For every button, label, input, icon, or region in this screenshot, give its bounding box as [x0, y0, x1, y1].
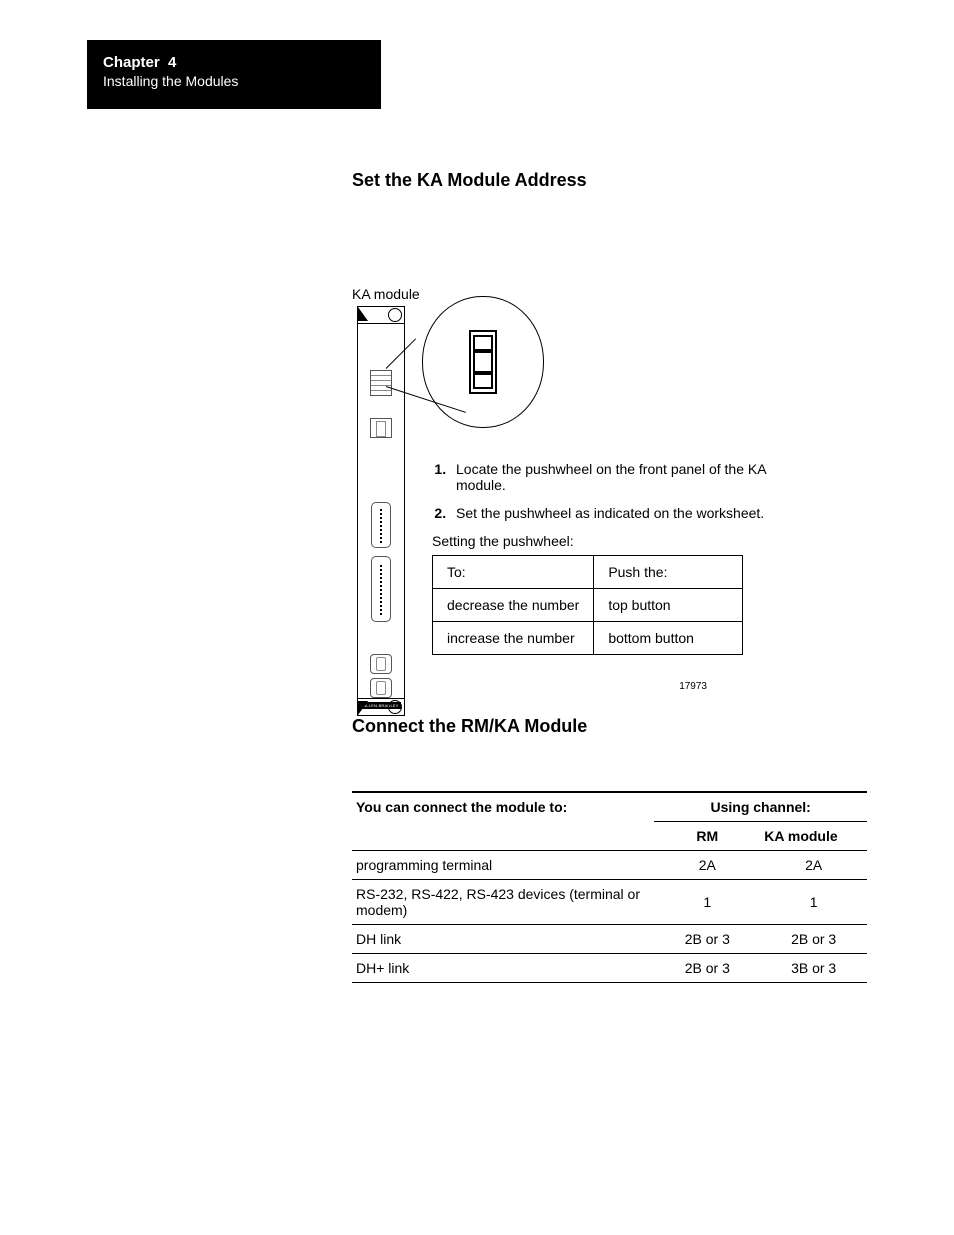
cell-rm: 2B or 3: [654, 954, 760, 983]
db25-port: [371, 556, 391, 622]
cell-device: programming terminal: [352, 851, 654, 880]
ka-module-drawing: ALLEN-BRADLEY: [357, 306, 405, 716]
pushwheel-zoom: [422, 296, 544, 428]
cell-device: RS-232, RS-422, RS-423 devices (terminal…: [352, 880, 654, 925]
steps-block: Locate the pushwheel on the front panel …: [432, 461, 802, 655]
subheader-rm: RM: [654, 822, 760, 851]
cell-device: DH+ link: [352, 954, 654, 983]
led-slot: [370, 418, 392, 438]
main-content: Set the KA Module Address KA module ALLE…: [352, 170, 867, 983]
pushwheel-display-icon: [473, 351, 493, 373]
cell-rm: 2B or 3: [654, 925, 760, 954]
table-row: DH link 2B or 3 2B or 3: [352, 925, 867, 954]
table-row: RS-232, RS-422, RS-423 devices (terminal…: [352, 880, 867, 925]
subheader-ka: KA module: [760, 822, 867, 851]
table-row: decrease the number top button: [433, 589, 743, 622]
cell-ka: 2B or 3: [760, 925, 867, 954]
chapter-line: Chapter 4: [103, 54, 365, 71]
figure-area: KA module ALLEN-BRADLEY: [352, 286, 867, 716]
table-row: increase the number bottom button: [433, 622, 743, 655]
table-header-row: You can connect the module to: Using cha…: [352, 792, 867, 822]
table-row: DH+ link 2B or 3 3B or 3: [352, 954, 867, 983]
header-using-channel: Using channel:: [654, 792, 867, 822]
header-you-connect: You can connect the module to:: [352, 792, 654, 851]
cell-push: top button: [594, 589, 743, 622]
cell-push-header: Push the:: [594, 556, 743, 589]
chapter-label: Chapter: [103, 54, 160, 71]
cell-ka: 1: [760, 880, 867, 925]
cell-ka: 2A: [760, 851, 867, 880]
chapter-subtitle: Installing the Modules: [103, 73, 365, 89]
cell-ka: 3B or 3: [760, 954, 867, 983]
page: Chapter 4 Installing the Modules Set the…: [0, 0, 954, 1235]
cell-rm: 1: [654, 880, 760, 925]
pushwheel-slot: [370, 370, 392, 396]
eject-top: [358, 307, 404, 324]
connect-table: You can connect the module to: Using cha…: [352, 791, 867, 983]
setting-caption: Setting the pushwheel:: [432, 533, 802, 549]
jack-1: [370, 654, 392, 674]
cell-rm: 2A: [654, 851, 760, 880]
step-item: Locate the pushwheel on the front panel …: [450, 461, 802, 493]
table-row: programming terminal 2A 2A: [352, 851, 867, 880]
pushwheel-top-button-icon: [473, 335, 493, 351]
chapter-header-block: Chapter 4 Installing the Modules: [87, 40, 381, 109]
cell-push: bottom button: [594, 622, 743, 655]
cell-to: decrease the number: [433, 589, 594, 622]
section-title-connect: Connect the RM/KA Module: [352, 716, 867, 737]
pushwheel-detail: [469, 330, 497, 394]
module-label: KA module: [352, 286, 420, 302]
chapter-number: 4: [168, 54, 176, 71]
figure-number: 17973: [679, 681, 707, 692]
eject-bottom: [358, 698, 404, 715]
cell-device: DH link: [352, 925, 654, 954]
cell-to: increase the number: [433, 622, 594, 655]
db9-port: [371, 502, 391, 548]
cell-to-header: To:: [433, 556, 594, 589]
jack-2: [370, 678, 392, 698]
table-row: To: Push the:: [433, 556, 743, 589]
pushwheel-bottom-button-icon: [473, 373, 493, 389]
section-title-set-address: Set the KA Module Address: [352, 170, 867, 191]
step-item: Set the pushwheel as indicated on the wo…: [450, 505, 802, 521]
pushwheel-table: To: Push the: decrease the number top bu…: [432, 555, 743, 655]
